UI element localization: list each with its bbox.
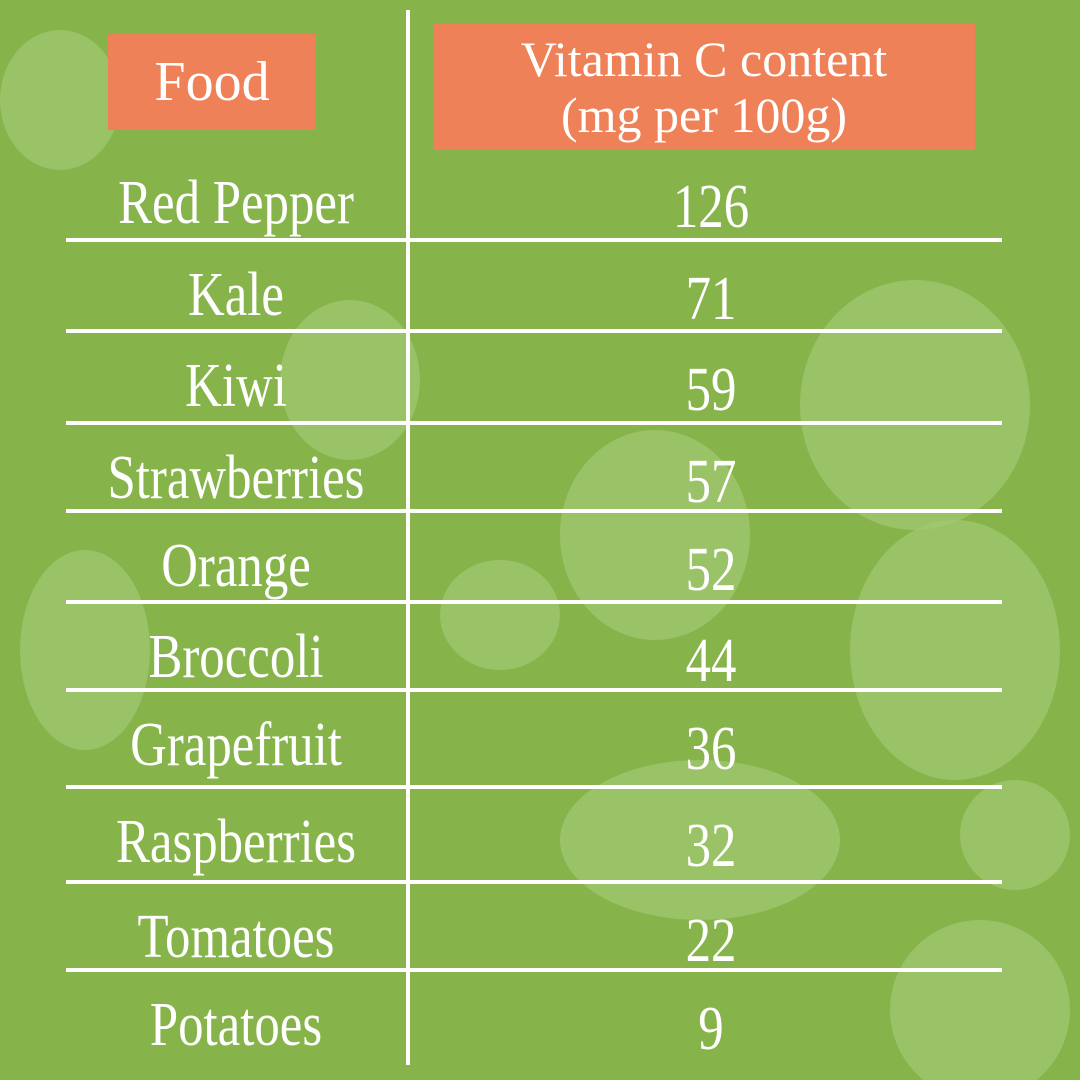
row-divider [66, 688, 1002, 692]
vitamin-value: 22 [685, 907, 737, 975]
row-divider [66, 238, 1002, 242]
food-name: Potatoes [149, 991, 323, 1059]
vitamin-value: 9 [698, 995, 724, 1063]
food-name: Grapefruit [130, 711, 342, 779]
table-row: Broccoli 44 [66, 604, 1002, 695]
apple-silhouette-icon [0, 30, 120, 170]
row-divider [66, 329, 1002, 333]
leaf-silhouette-icon [960, 780, 1070, 890]
food-name: Broccoli [148, 623, 324, 691]
vitamin-value: 52 [685, 536, 737, 604]
food-name: Kale [188, 261, 284, 329]
row-divider [66, 880, 1002, 884]
apple-silhouette-icon [890, 920, 1070, 1080]
vitamin-value: 71 [685, 265, 737, 333]
table-row: Potatoes 9 [66, 972, 1002, 1063]
table-row: Orange 52 [66, 513, 1002, 604]
food-name: Red Pepper [118, 169, 354, 237]
vitamin-value: 126 [672, 173, 750, 241]
strawberry-silhouette-icon [280, 300, 420, 460]
vitamin-header-line2: (mg per 100g) [560, 87, 848, 143]
food-name: Orange [161, 532, 311, 600]
food-column-header: Food [108, 34, 316, 130]
table-row: Raspberries 32 [66, 789, 1002, 880]
vitamin-value: 36 [685, 715, 737, 783]
vitamin-header-line1: Vitamin C content [520, 31, 888, 87]
table-row: Grapefruit 36 [66, 692, 1002, 783]
row-divider [66, 968, 1002, 972]
table-row: Kale 71 [66, 242, 1002, 333]
table-row: Red Pepper 126 [66, 150, 1002, 241]
vitamin-value: 32 [685, 812, 737, 880]
row-divider [66, 509, 1002, 513]
row-divider [66, 785, 1002, 789]
heart-fruit-silhouette-icon [440, 560, 560, 670]
food-name: Strawberries [107, 444, 365, 512]
vitamin-column-header: Vitamin C content (mg per 100g) [433, 24, 975, 150]
leaf-silhouette-icon [20, 550, 150, 750]
lemon-silhouette-icon [850, 520, 1060, 780]
apple-silhouette-icon [560, 430, 750, 640]
food-name: Raspberries [115, 808, 357, 876]
vitamin-value: 44 [685, 627, 737, 695]
row-divider [66, 600, 1002, 604]
food-name: Kiwi [185, 352, 287, 420]
food-name: Tomatoes [137, 903, 335, 971]
row-divider [66, 421, 1002, 425]
column-divider [406, 10, 410, 1065]
table-row: Kiwi 59 [66, 333, 1002, 424]
vitamin-value: 59 [685, 356, 737, 424]
table-row: Strawberries 57 [66, 425, 1002, 516]
table-row: Tomatoes 22 [66, 884, 1002, 975]
vitamin-value: 57 [685, 448, 737, 516]
pear-silhouette-icon [800, 280, 1030, 530]
